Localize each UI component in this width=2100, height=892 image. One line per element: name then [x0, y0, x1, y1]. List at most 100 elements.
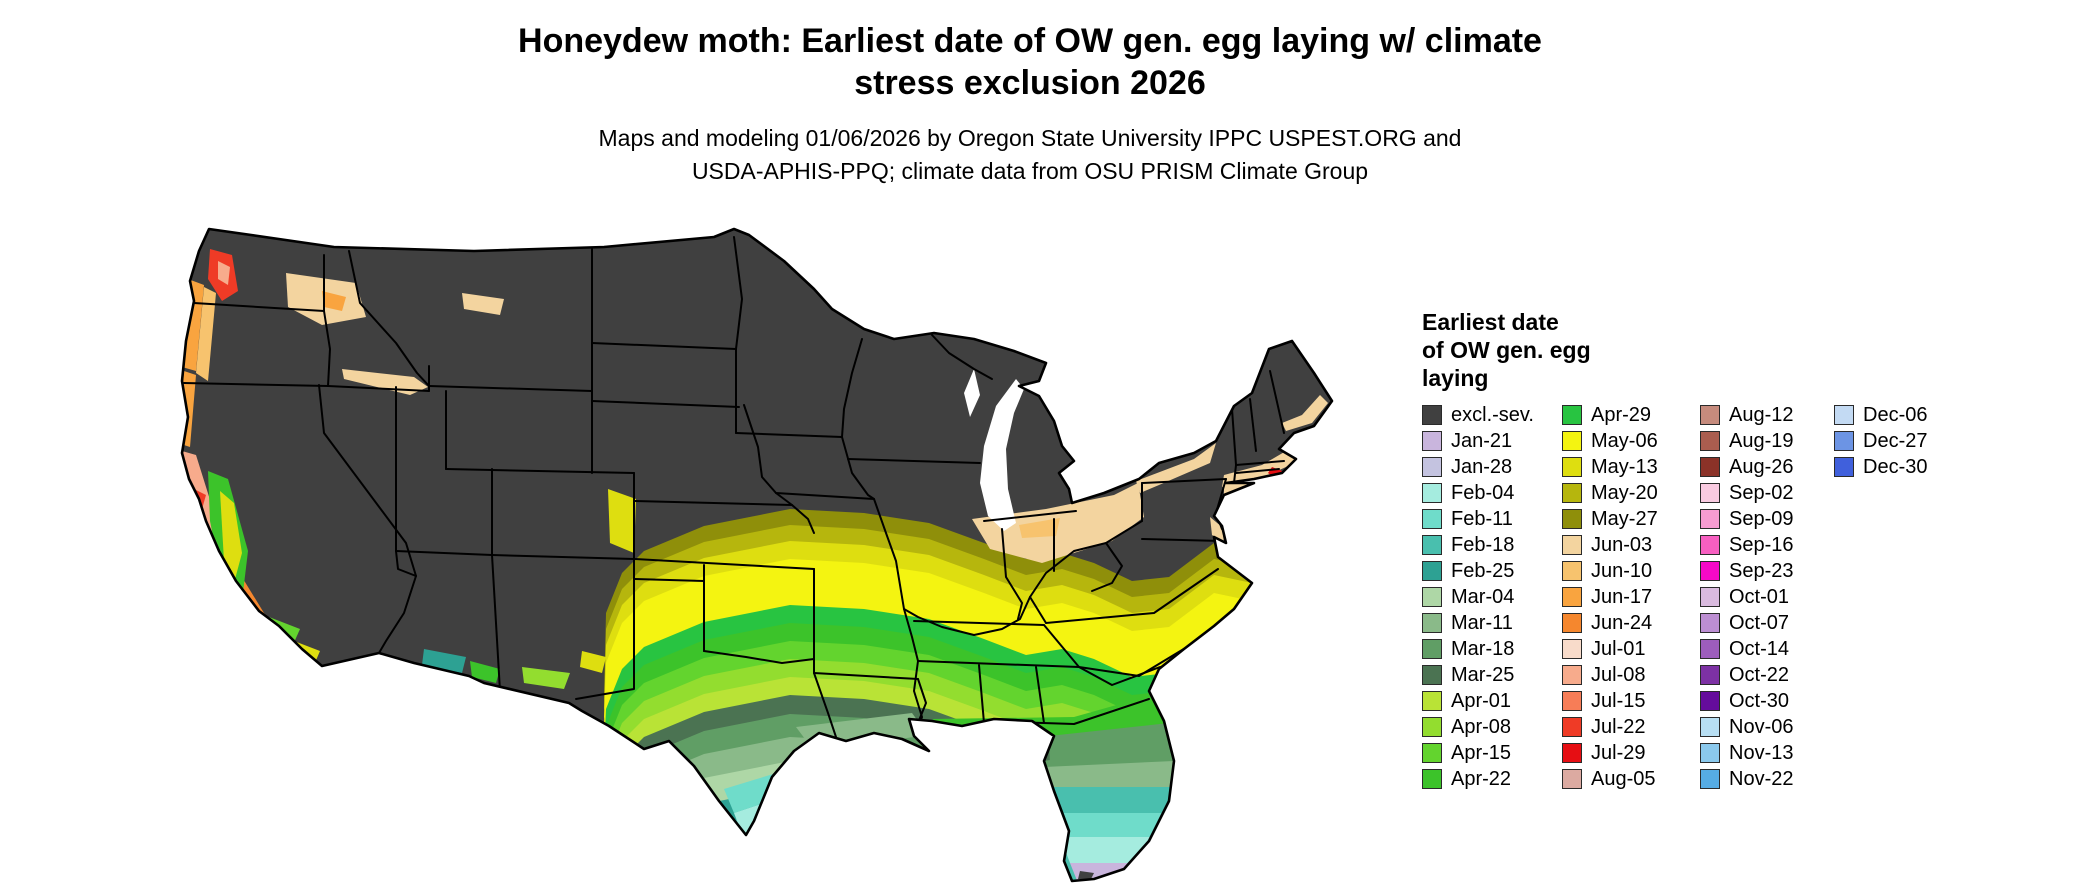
- legend-label: Jul-22: [1591, 715, 1646, 738]
- legend-label: Oct-22: [1729, 663, 1790, 686]
- title-line-2: stress exclusion 2026: [854, 64, 1206, 102]
- legend-swatch: [1700, 743, 1720, 763]
- map-region-orange-willamette: [196, 287, 216, 381]
- legend-swatch: [1422, 743, 1442, 763]
- legend-row: Aug-12: [1700, 402, 1800, 428]
- legend-label: Feb-04: [1451, 481, 1515, 504]
- green-bay: [964, 369, 980, 417]
- state-border-line: [378, 575, 417, 654]
- state-border-line: [1078, 666, 1161, 686]
- legend-label: May-27: [1591, 507, 1658, 530]
- legend-swatch: [1700, 457, 1720, 477]
- legend-row: Aug-19: [1700, 428, 1800, 454]
- map-region-tan-montana: [462, 293, 504, 315]
- date-band-Mar-11: [604, 737, 1332, 881]
- legend-swatch: [1700, 561, 1720, 581]
- legend-label: May-06: [1591, 429, 1658, 452]
- state-border-line: [633, 500, 793, 506]
- legend-label: Jun-17: [1591, 585, 1653, 608]
- state-border-line: [1091, 542, 1123, 592]
- state-border-line: [445, 468, 635, 474]
- state-border-line: [591, 342, 737, 350]
- legend-label: Jul-29: [1591, 741, 1646, 764]
- legend-swatch: [1562, 613, 1582, 633]
- state-border-line: [903, 520, 1143, 636]
- legend-row: Apr-08: [1422, 714, 1528, 740]
- legend-row: Aug-05: [1562, 766, 1666, 792]
- legend-row: Jul-01: [1562, 636, 1666, 662]
- legend-row: Nov-13: [1700, 740, 1800, 766]
- legend-label: Dec-27: [1863, 429, 1928, 452]
- state-border-line: [323, 254, 331, 387]
- legend-row: Dec-27: [1834, 428, 1927, 454]
- legend-swatch: [1700, 691, 1720, 711]
- legend-row: May-20: [1562, 480, 1666, 506]
- legend-swatch: [1562, 535, 1582, 555]
- state-border-line: [1235, 460, 1285, 466]
- legend-swatch: [1422, 717, 1442, 737]
- state-border-line: [591, 400, 740, 408]
- legend-label: Mar-04: [1451, 585, 1515, 608]
- legend-label: Mar-18: [1451, 637, 1515, 660]
- date-band-Feb-18: [604, 809, 1332, 881]
- state-border-line: [348, 250, 430, 387]
- state-border-line: [1029, 596, 1047, 624]
- legend-swatch: [1700, 613, 1720, 633]
- legend-swatch: [1700, 535, 1720, 555]
- legend-label: Aug-26: [1729, 455, 1794, 478]
- map-region-orange-ohio-shore: [1019, 518, 1060, 538]
- legend-row: Nov-06: [1700, 714, 1800, 740]
- state-border-line: [1269, 370, 1285, 434]
- legend-row: Apr-01: [1422, 688, 1528, 714]
- legend-row: Dec-06: [1834, 402, 1927, 428]
- state-border-line: [847, 458, 981, 464]
- legend-swatch: [1422, 587, 1442, 607]
- legend-row: Jan-21: [1422, 428, 1528, 454]
- legend-label: Feb-18: [1451, 533, 1515, 556]
- legend-label: Jun-24: [1591, 611, 1653, 634]
- legend-label: Mar-25: [1451, 663, 1515, 686]
- state-border-line: [841, 338, 923, 736]
- legend-label: Apr-08: [1451, 715, 1512, 738]
- legend-swatch: [1422, 691, 1442, 711]
- legend-swatch: [1422, 431, 1442, 451]
- legend-row: Feb-11: [1422, 506, 1528, 532]
- legend-swatch: [1562, 691, 1582, 711]
- legend-title-line: of OW gen. egg: [1422, 337, 1591, 363]
- legend-row: Jul-08: [1562, 662, 1666, 688]
- legend-swatch: [1422, 665, 1442, 685]
- map-region-teal-florida: [1049, 787, 1171, 813]
- us-map-svg: [180, 227, 1334, 883]
- legend-row: Aug-26: [1700, 454, 1800, 480]
- state-border-line: [395, 550, 815, 570]
- legend-label: Sep-02: [1729, 481, 1794, 504]
- state-border-line: [491, 554, 501, 692]
- legend-label: excl.-sev.: [1451, 403, 1534, 426]
- legend-swatch: [1562, 561, 1582, 581]
- map-region-yellow-colorado-front: [608, 489, 636, 553]
- legend-swatch: [1562, 743, 1582, 763]
- legend-label: Aug-05: [1591, 767, 1656, 790]
- legend-swatch: [1700, 769, 1720, 789]
- legend-column: Apr-29 May-06 May-13 May-20 May-27 Jun-03 Jun-…: [1562, 402, 1666, 792]
- legend-swatch: [1700, 405, 1720, 425]
- legend-label: Oct-14: [1729, 637, 1790, 660]
- state-border-line: [318, 384, 417, 577]
- legend-row: Apr-29: [1562, 402, 1666, 428]
- state-border-line: [743, 404, 793, 506]
- map-region-tan-new-england-coast: [1222, 451, 1296, 487]
- state-border-line: [1045, 568, 1219, 624]
- map-region-tan-snake-plain: [342, 369, 428, 395]
- legend: excl.-sev. Jan-21 Jan-28 Feb-04 Feb-11 Feb-18…: [1422, 402, 1961, 792]
- legend-column: Aug-12 Aug-19 Aug-26 Sep-02 Sep-09 Sep-16 Sep-…: [1700, 402, 1800, 792]
- legend-swatch: [1700, 717, 1720, 737]
- state-border-line: [913, 620, 1045, 626]
- legend-row: Mar-11: [1422, 610, 1528, 636]
- legend-swatch: [1422, 613, 1442, 633]
- legend-column: Dec-06 Dec-27 Dec-30: [1834, 402, 1927, 792]
- state-border-line: [978, 664, 985, 724]
- state-border-line: [931, 334, 993, 380]
- legend-swatch: [1562, 483, 1582, 503]
- legend-label: Aug-12: [1729, 403, 1794, 426]
- subtitle-line-1: Maps and modeling 01/06/2026 by Oregon S…: [598, 125, 1462, 151]
